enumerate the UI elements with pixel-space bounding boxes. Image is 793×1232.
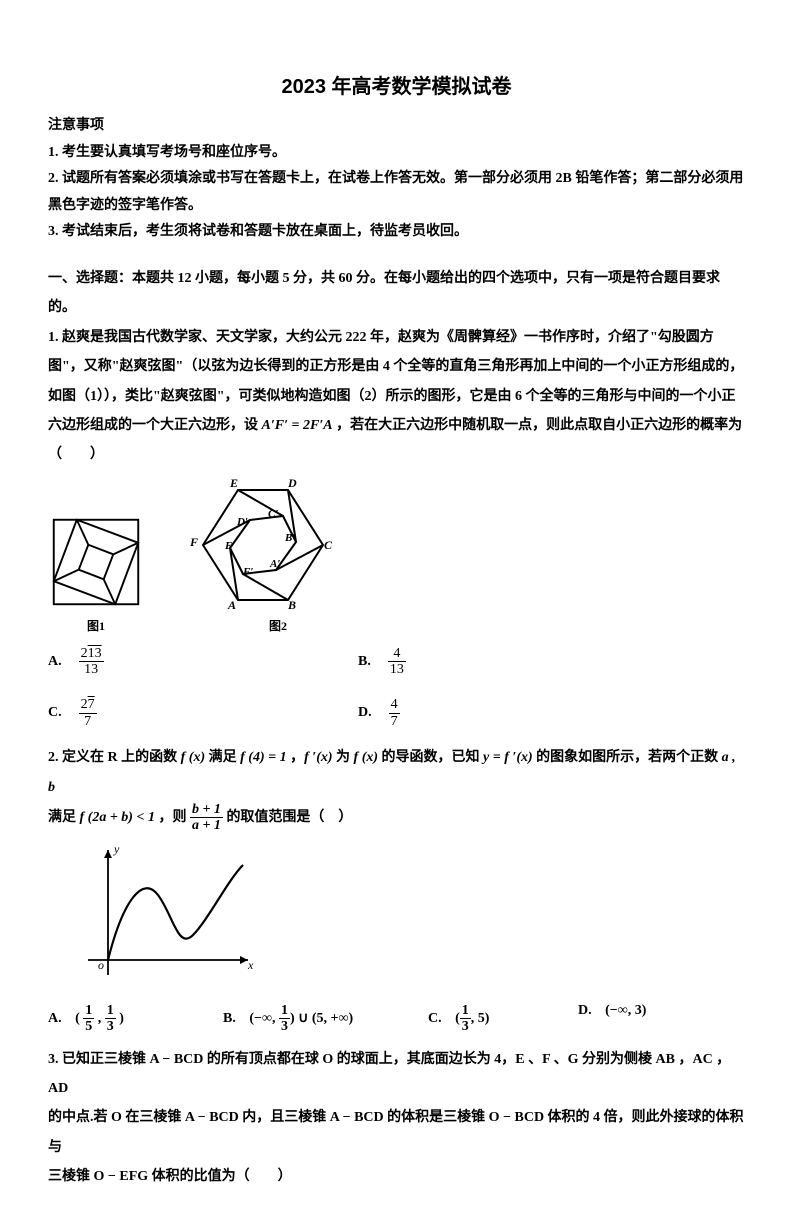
q1-fig2-A: A bbox=[228, 598, 236, 613]
q1-figure-1-wrap: 图1 bbox=[48, 514, 144, 634]
q2-option-a: A. ( 15 , 13 ) bbox=[48, 1003, 223, 1035]
notice-line-1: 1. 考生要认真填写考场号和座位序号。 bbox=[48, 140, 745, 167]
q1-fig2-A2: A′ bbox=[270, 558, 280, 570]
q2-y-label: y bbox=[114, 842, 119, 857]
q2-cond: f (2a + b) < 1 bbox=[80, 810, 155, 825]
q2-x-label: x bbox=[248, 958, 253, 973]
q1-figure-1-svg bbox=[48, 514, 144, 610]
q2-l1f: 的图象如图所示，若两个正数 bbox=[533, 750, 722, 765]
q2B-post: ) ∪ (5, +∞) bbox=[290, 1011, 353, 1026]
q2B-pre: (−∞, bbox=[249, 1011, 279, 1026]
q2-graph-wrap: o x y bbox=[68, 840, 268, 995]
q2-origin-label: o bbox=[98, 958, 104, 973]
q2-f4: f (4) = 1 bbox=[240, 750, 286, 765]
q2-graph-svg bbox=[68, 840, 258, 990]
page-title: 2023 年高考数学模拟试卷 bbox=[48, 70, 745, 99]
q3-line1: 3. 已知正三棱锥 A − BCD 的所有顶点都在球 O 的球面上，其底面边长为… bbox=[48, 1045, 745, 1104]
q1-figures-row: 图1 A B C D E F A′ B′ bbox=[48, 480, 745, 634]
notice-line-3: 3. 考试结束后，考生须将试卷和答题卡放在桌面上，待监考员收回。 bbox=[48, 219, 745, 246]
q1-figure-2-svg bbox=[188, 480, 338, 610]
q2-options: A. ( 15 , 13 ) B. (−∞, 13) ∪ (5, +∞) C. … bbox=[48, 1003, 745, 1035]
q2-frac: b + 1 a + 1 bbox=[190, 802, 223, 834]
q2A-n1: 1 bbox=[83, 1003, 94, 1018]
q2-line2: 满足 f (2a + b) < 1 ，则 b + 1 a + 1 的取值范围是（… bbox=[48, 802, 745, 834]
q2A-n2: 1 bbox=[105, 1003, 116, 1018]
q2-optD-label: D. bbox=[578, 1003, 592, 1018]
q1-figure-2-wrap: A B C D E F A′ B′ C′ D′ E′ F′ 图2 bbox=[188, 480, 338, 634]
q1-fig2-D: D bbox=[288, 476, 297, 491]
q1-optB-label: B. bbox=[358, 654, 371, 669]
q1-option-d: D. 4 7 bbox=[358, 697, 658, 729]
q1-optA-den: 13 bbox=[79, 661, 104, 677]
q2-fx2: f (x) bbox=[354, 750, 379, 765]
q2-l2b: ，则 bbox=[155, 810, 190, 825]
q3-line3: 三棱锥 O − EFG 体积的比值为（ ） bbox=[48, 1162, 745, 1191]
q1-option-c: C. 27 7 bbox=[48, 697, 348, 729]
q1-fig2-C: C bbox=[324, 538, 332, 553]
q2-optC-label: C. bbox=[428, 1011, 442, 1026]
q2-optA-label: A. bbox=[48, 1011, 62, 1026]
q1-formula: A′F′ = 2F′A bbox=[262, 418, 333, 433]
q2-l1b: 满足 bbox=[205, 750, 240, 765]
q1-fig2-F2: F′ bbox=[243, 566, 253, 578]
q2-line1: 2. 定义在 R 上的函数 f (x) 满足 f (4) = 1 ，f ′(x)… bbox=[48, 743, 745, 802]
q1-fig2-D2: D′ bbox=[237, 516, 248, 528]
q1-optC-label: C. bbox=[48, 706, 62, 721]
q2B-d: 3 bbox=[279, 1018, 290, 1034]
q2B-n: 1 bbox=[279, 1003, 290, 1018]
q1-optD-num: 4 bbox=[389, 697, 400, 712]
q1-fig2-B2: B′ bbox=[285, 532, 295, 544]
q2-l2c: 的取值范围是（ ） bbox=[226, 810, 352, 825]
q1-figure-2-label: 图2 bbox=[218, 617, 338, 634]
q3-line2: 的中点.若 O 在三棱锥 A − BCD 内，且三棱锥 A − BCD 的体积是… bbox=[48, 1103, 745, 1162]
q2-option-d: D. (−∞, 3) bbox=[578, 1003, 698, 1035]
q1-options: A. 213 13 B. 4 13 C. 27 7 D. bbox=[48, 646, 745, 730]
q2-l1c: ， bbox=[287, 750, 305, 765]
q2-option-c: C. (13, 5) bbox=[428, 1003, 578, 1035]
q2A-d1: 5 bbox=[83, 1018, 94, 1034]
q1-option-a: A. 213 13 bbox=[48, 646, 348, 678]
q1-optB-den: 13 bbox=[388, 661, 406, 677]
q2-yeq: y = f ′(x) bbox=[483, 750, 533, 765]
q2-frac-den: a + 1 bbox=[190, 817, 223, 833]
q1-fig2-C2: C′ bbox=[268, 508, 278, 520]
q2-l1e: 的导函数，已知 bbox=[378, 750, 483, 765]
q1-optC-frac: 27 7 bbox=[79, 697, 97, 729]
q2-l1a: 2. 定义在 R 上的函数 bbox=[48, 750, 181, 765]
section-1-heading: 一、选择题：本题共 12 小题，每小题 5 分，共 60 分。在每小题给出的四个… bbox=[48, 264, 745, 323]
q2-l1d: 为 bbox=[333, 750, 354, 765]
q2C-post: , 5) bbox=[471, 1011, 490, 1026]
q1-optA-frac: 213 13 bbox=[79, 646, 104, 678]
q1-optB-num: 4 bbox=[388, 646, 406, 661]
q1-optC-den: 7 bbox=[79, 713, 97, 729]
q2-optB-label: B. bbox=[223, 1011, 236, 1026]
q1-optD-frac: 4 7 bbox=[389, 697, 400, 729]
q2-fpr1: f ′(x) bbox=[304, 750, 332, 765]
q1-text: 1. 赵爽是我国古代数学家、天文学家，大约公元 222 年，赵爽为《周髀算经》一… bbox=[48, 323, 745, 470]
q2D-text: (−∞, 3) bbox=[605, 1003, 646, 1018]
q1-optD-den: 7 bbox=[389, 713, 400, 729]
q2-fx1: f (x) bbox=[181, 750, 206, 765]
q2A-d2: 3 bbox=[105, 1018, 116, 1034]
q2-l2a: 满足 bbox=[48, 810, 80, 825]
q1-optD-label: D. bbox=[358, 706, 372, 721]
q1-optB-frac: 4 13 bbox=[388, 646, 406, 678]
notice-line-2: 2. 试题所有答案必须填涂或书写在答题卡上，在试卷上作答无效。第一部分必须用 2… bbox=[48, 166, 745, 219]
q2C-n: 1 bbox=[460, 1003, 471, 1018]
q1-fig2-F: F bbox=[190, 535, 198, 550]
q1-fig2-E2: E′ bbox=[225, 540, 235, 552]
q2-frac-num: b + 1 bbox=[190, 802, 223, 817]
q1-optA-label: A. bbox=[48, 654, 62, 669]
q2-option-b: B. (−∞, 13) ∪ (5, +∞) bbox=[223, 1003, 428, 1035]
q1-option-b: B. 4 13 bbox=[358, 646, 658, 678]
page-root: 2023 年高考数学模拟试卷 注意事项 1. 考生要认真填写考场号和座位序号。 … bbox=[0, 0, 793, 1232]
q1-fig2-E: E bbox=[230, 476, 238, 491]
notice-heading: 注意事项 bbox=[48, 113, 745, 140]
q1-figure-1-label: 图1 bbox=[48, 617, 144, 634]
q2C-d: 3 bbox=[460, 1018, 471, 1034]
q1-fig2-B: B bbox=[288, 598, 296, 613]
